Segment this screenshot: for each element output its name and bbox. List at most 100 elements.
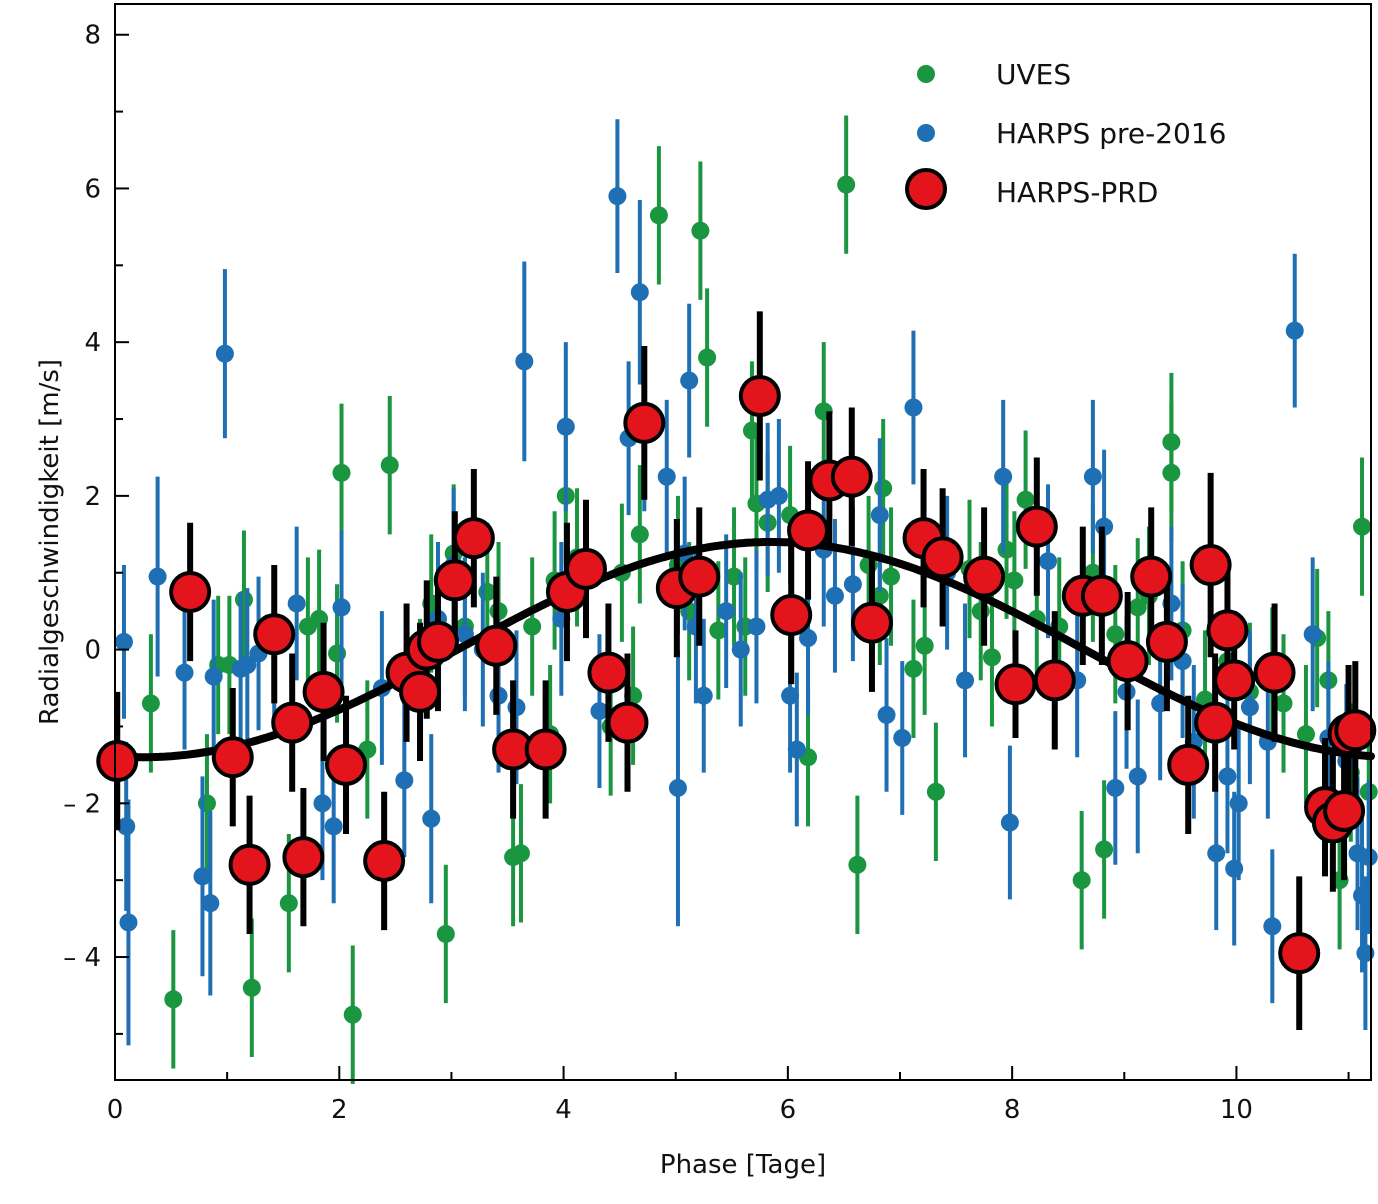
uves-point [630,525,649,544]
uves-point [915,636,934,655]
uves-point [1106,625,1125,644]
uves-point [1072,871,1091,890]
harps-prd-point [1253,651,1296,694]
uves-point [332,463,351,482]
harps-pre-point [590,702,609,721]
uves-point [709,621,728,640]
harps-pre-point [747,617,766,636]
harps-pre-point [1240,698,1259,717]
harps-pre-point [422,809,441,828]
legend-harps-pre-marker [917,124,935,142]
harps-prd-point [96,740,139,783]
harps-pre-point [994,467,1013,486]
harps-prd-point [325,743,368,786]
y-tick-label: 0 [84,636,101,666]
harps-pre-point [148,567,167,586]
harps-prd-point [1167,743,1210,786]
harps-prd-point [524,728,567,771]
harps-prd-point [416,620,459,663]
harps-pre-point [694,686,713,705]
x-tick-label: 8 [1004,1095,1021,1125]
harps-pre-point [608,187,627,206]
harps-prd-point [475,624,518,667]
harps-pre-point [1359,848,1378,867]
harps-prd-point [587,651,630,694]
harps-prd-point [1194,701,1237,744]
harps-pre-point [717,602,736,621]
y-tick-label: 6 [84,174,101,204]
uves-point [436,924,455,943]
harps-pre-point [787,740,806,759]
harps-pre-point [1303,625,1322,644]
harps-prd-point [678,555,721,598]
y-tick-label: – 2 [63,789,101,819]
harps-pre-point [215,344,234,363]
harps-prd-point [1278,932,1321,975]
uves-point [234,590,253,609]
uves-point [141,694,160,713]
harps-prd-point [921,536,964,579]
y-tick-label: 2 [84,482,101,512]
harps-prd-point [399,670,442,713]
harps-prd-point [623,401,666,444]
harps-pre-point [1128,767,1147,786]
harps-prd-point [1080,574,1123,617]
harps-prd-point [1106,640,1149,683]
harps-pre-point [238,655,257,674]
harps-prd-point [282,836,325,879]
harps-pre-point [201,894,220,913]
uves-point [870,586,889,605]
harps-prd-point [1130,555,1173,598]
harps-prd-point [1189,544,1232,587]
harps-prd-point [1033,659,1076,702]
harps-pre-point [630,283,649,302]
harps-prd-point [1145,620,1188,663]
harps-prd-point [1334,709,1377,752]
harps-prd-point [830,455,873,498]
uves-point [1005,571,1024,590]
x-tick-label: 2 [331,1095,348,1125]
uves-point [649,206,668,225]
harps-prd-point [606,701,649,744]
harps-prd-point [1323,790,1366,832]
x-axis-title: Phase [Tage] [660,1150,826,1180]
uves-point [1095,840,1114,859]
uves-point [343,1005,362,1024]
harps-prd-point [253,613,296,656]
legend: UVES HARPS pre-2016 HARPS-PRD [905,58,1226,210]
harps-pre-point [1207,844,1226,863]
harps-pre-point [825,586,844,605]
harps-prd-point [787,509,830,552]
harps-pre-point [680,371,699,390]
uves-point [1296,725,1315,744]
harps-prd-point [433,559,476,602]
uves-point [1162,463,1181,482]
harps-pre-point [175,663,194,682]
harps-pre-point [515,352,534,371]
uves-point [1128,598,1147,617]
harps-pre-point [769,486,788,505]
uves-point [164,990,183,1009]
harps-pre-point [668,778,687,797]
harps-pre-point [1083,467,1102,486]
legend-harps-prd-label: HARPS-PRD [996,176,1158,209]
legend-harps-pre-label: HARPS pre-2016 [996,117,1226,150]
harps-pre-point [1229,794,1248,813]
x-tick-label: 4 [555,1095,572,1125]
y-axis-title: Radialgeschwindigkeit [m/s] [35,359,65,725]
harps-pre-point [904,398,923,417]
harps-prd-point [770,594,813,637]
uves-point [882,567,901,586]
uves-point [904,659,923,678]
harps-prd-point [850,601,893,644]
harps-prd-point [565,547,607,590]
plot-frame [114,3,1372,1081]
uves-point [242,978,261,997]
uves-point [982,648,1001,667]
legend-uves-marker [917,65,935,83]
harps-pre-point [324,817,343,836]
harps-prd-point [1015,505,1058,548]
harps-pre-point [114,632,133,651]
harps-prd-point [1206,609,1249,652]
